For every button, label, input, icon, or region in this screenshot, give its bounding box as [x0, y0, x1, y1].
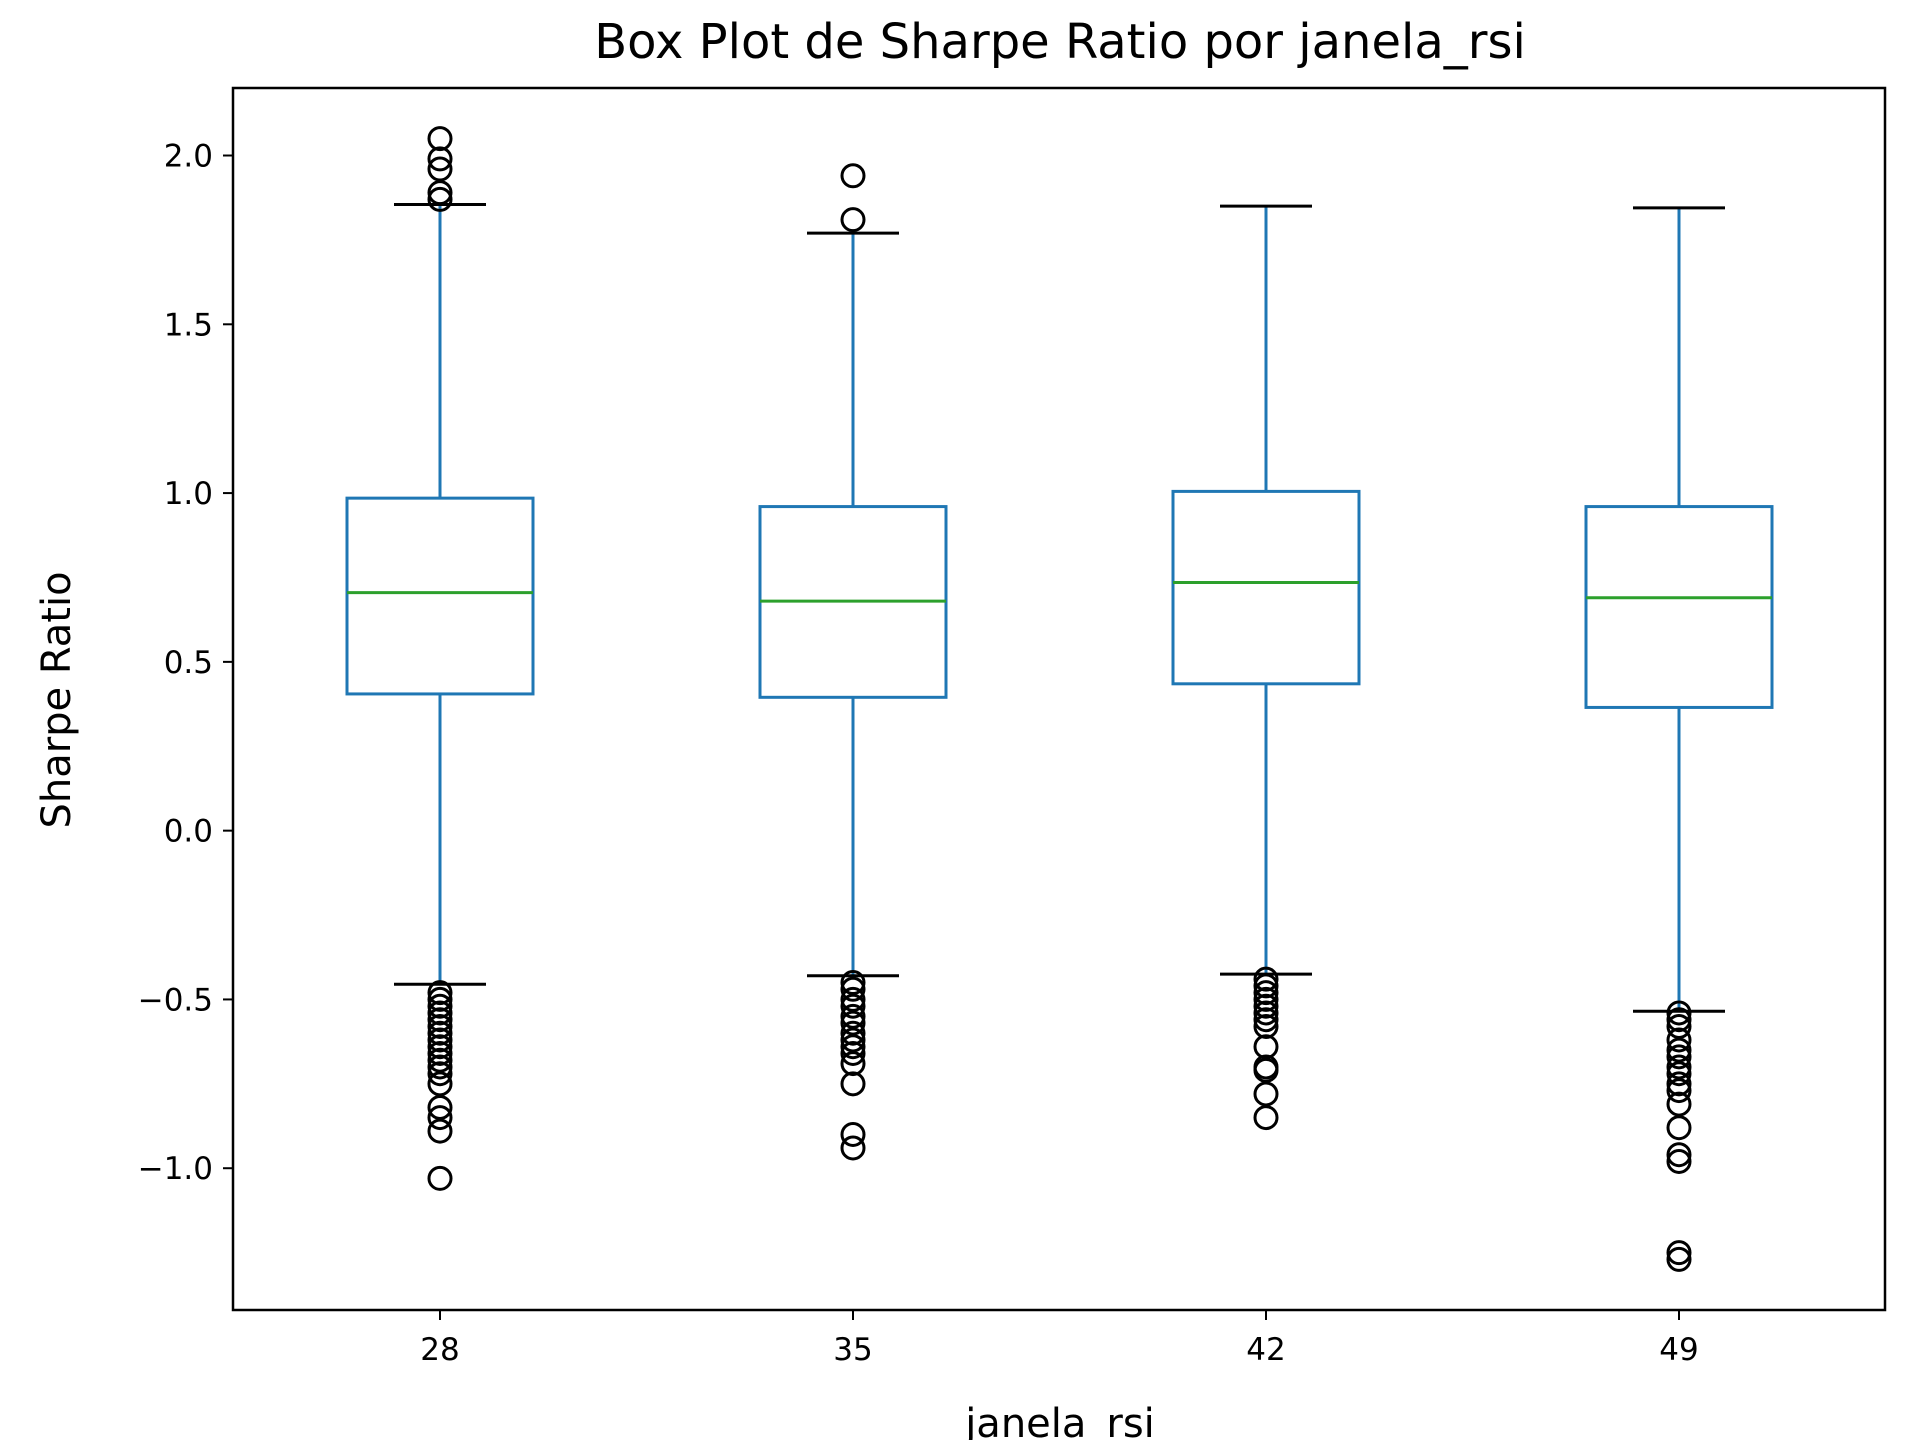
plot-area [345, 126, 1774, 1272]
x-tick-label: 49 [1659, 1332, 1698, 1368]
outlier-point [427, 1007, 453, 1033]
outlier-point [1666, 1000, 1692, 1026]
box-iqr [1584, 505, 1774, 709]
y-tick-label: 2.0 [164, 139, 213, 175]
box-iqr [1171, 489, 1361, 686]
outlier-point [427, 156, 453, 182]
outlier-point [840, 976, 866, 1002]
y-tick-label: 0.5 [164, 645, 213, 681]
outlier-point [840, 163, 866, 189]
outlier-point [427, 1040, 453, 1066]
outlier-point [840, 1034, 866, 1060]
outlier-point [1666, 1027, 1692, 1053]
outlier-point [427, 1054, 453, 1080]
outlier-point [1666, 1148, 1692, 1174]
y-axis: −1.0 −0.5 0.0 0.5 1.0 1.5 2.0 [138, 139, 233, 1187]
outlier-point [840, 1051, 866, 1077]
outlier-point [427, 126, 453, 152]
outlier-point [427, 1020, 453, 1046]
outlier-point [427, 180, 453, 206]
outlier-point [1666, 1115, 1692, 1141]
outlier-point [1666, 1054, 1692, 1080]
outlier-point [1666, 1078, 1692, 1104]
x-tick-label: 28 [420, 1332, 459, 1368]
outlier-point [427, 1034, 453, 1060]
outlier-point [1253, 1013, 1279, 1039]
outlier-point [840, 207, 866, 233]
outlier-point [427, 1027, 453, 1053]
outlier-point [840, 993, 866, 1019]
outlier-point [1666, 1142, 1692, 1168]
box-group-35 [758, 163, 948, 1161]
outlier-point [427, 986, 453, 1012]
outlier-point [1253, 1007, 1279, 1033]
y-tick-label: −0.5 [138, 982, 213, 1018]
outlier-point [1666, 1071, 1692, 1097]
outlier-point [1253, 1000, 1279, 1026]
x-tick-label: 42 [1246, 1332, 1285, 1368]
outlier-point [427, 1118, 453, 1144]
outlier-point [1666, 1061, 1692, 1087]
x-axis: 28 35 42 49 [420, 1310, 1699, 1368]
x-axis-label: janela_rsi [964, 1401, 1155, 1440]
box-group-42 [1171, 204, 1361, 1131]
outlier-point [427, 1094, 453, 1120]
outlier-point [427, 186, 453, 212]
outlier-point [427, 1071, 453, 1097]
outlier-point [1253, 993, 1279, 1019]
outlier-point [840, 986, 866, 1012]
box-group-49 [1584, 206, 1774, 1272]
y-tick-label: −1.0 [138, 1151, 213, 1187]
outlier-point [1666, 1037, 1692, 1063]
outlier-point [1253, 986, 1279, 1012]
outlier-point [840, 1135, 866, 1161]
outlier-point [840, 1010, 866, 1036]
outlier-point [1253, 1057, 1279, 1083]
outlier-point [427, 1105, 453, 1131]
outlier-point [1253, 980, 1279, 1006]
outlier-point [840, 1003, 866, 1029]
outlier-point [840, 970, 866, 996]
y-tick-label: 1.0 [164, 476, 213, 512]
outlier-point [427, 1013, 453, 1039]
outlier-point [840, 1071, 866, 1097]
outlier-point [1666, 1091, 1692, 1117]
y-tick-label: 1.5 [164, 307, 213, 343]
outlier-point [427, 1047, 453, 1073]
outlier-point [427, 1061, 453, 1087]
outlier-point [840, 1121, 866, 1147]
outlier-point [427, 1165, 453, 1191]
outlier-point [840, 1040, 866, 1066]
outlier-point [427, 146, 453, 172]
y-tick-label: 0.0 [164, 814, 213, 850]
outlier-point [1666, 1246, 1692, 1272]
outlier-point [1666, 1007, 1692, 1033]
plot-frame [231, 86, 1887, 1312]
outlier-point [1253, 973, 1279, 999]
x-tick-label: 35 [833, 1332, 872, 1368]
outlier-point [1666, 1044, 1692, 1070]
outlier-point [1253, 966, 1279, 992]
outlier-point [1666, 1240, 1692, 1266]
outlier-point [1666, 1013, 1692, 1039]
box-iqr [345, 496, 535, 696]
outlier-point [840, 1020, 866, 1046]
outlier-point [1253, 1081, 1279, 1107]
outlier-point [427, 1000, 453, 1026]
outlier-point [1253, 1034, 1279, 1060]
outlier-point [427, 980, 453, 1006]
outlier-point [1253, 1105, 1279, 1131]
chart-title: Box Plot de Sharpe Ratio por janela_rsi [594, 14, 1526, 70]
box-group-28 [345, 126, 535, 1191]
outlier-point [427, 993, 453, 1019]
outlier-point [840, 1027, 866, 1053]
y-axis-label: Sharpe Ratio [34, 571, 80, 828]
